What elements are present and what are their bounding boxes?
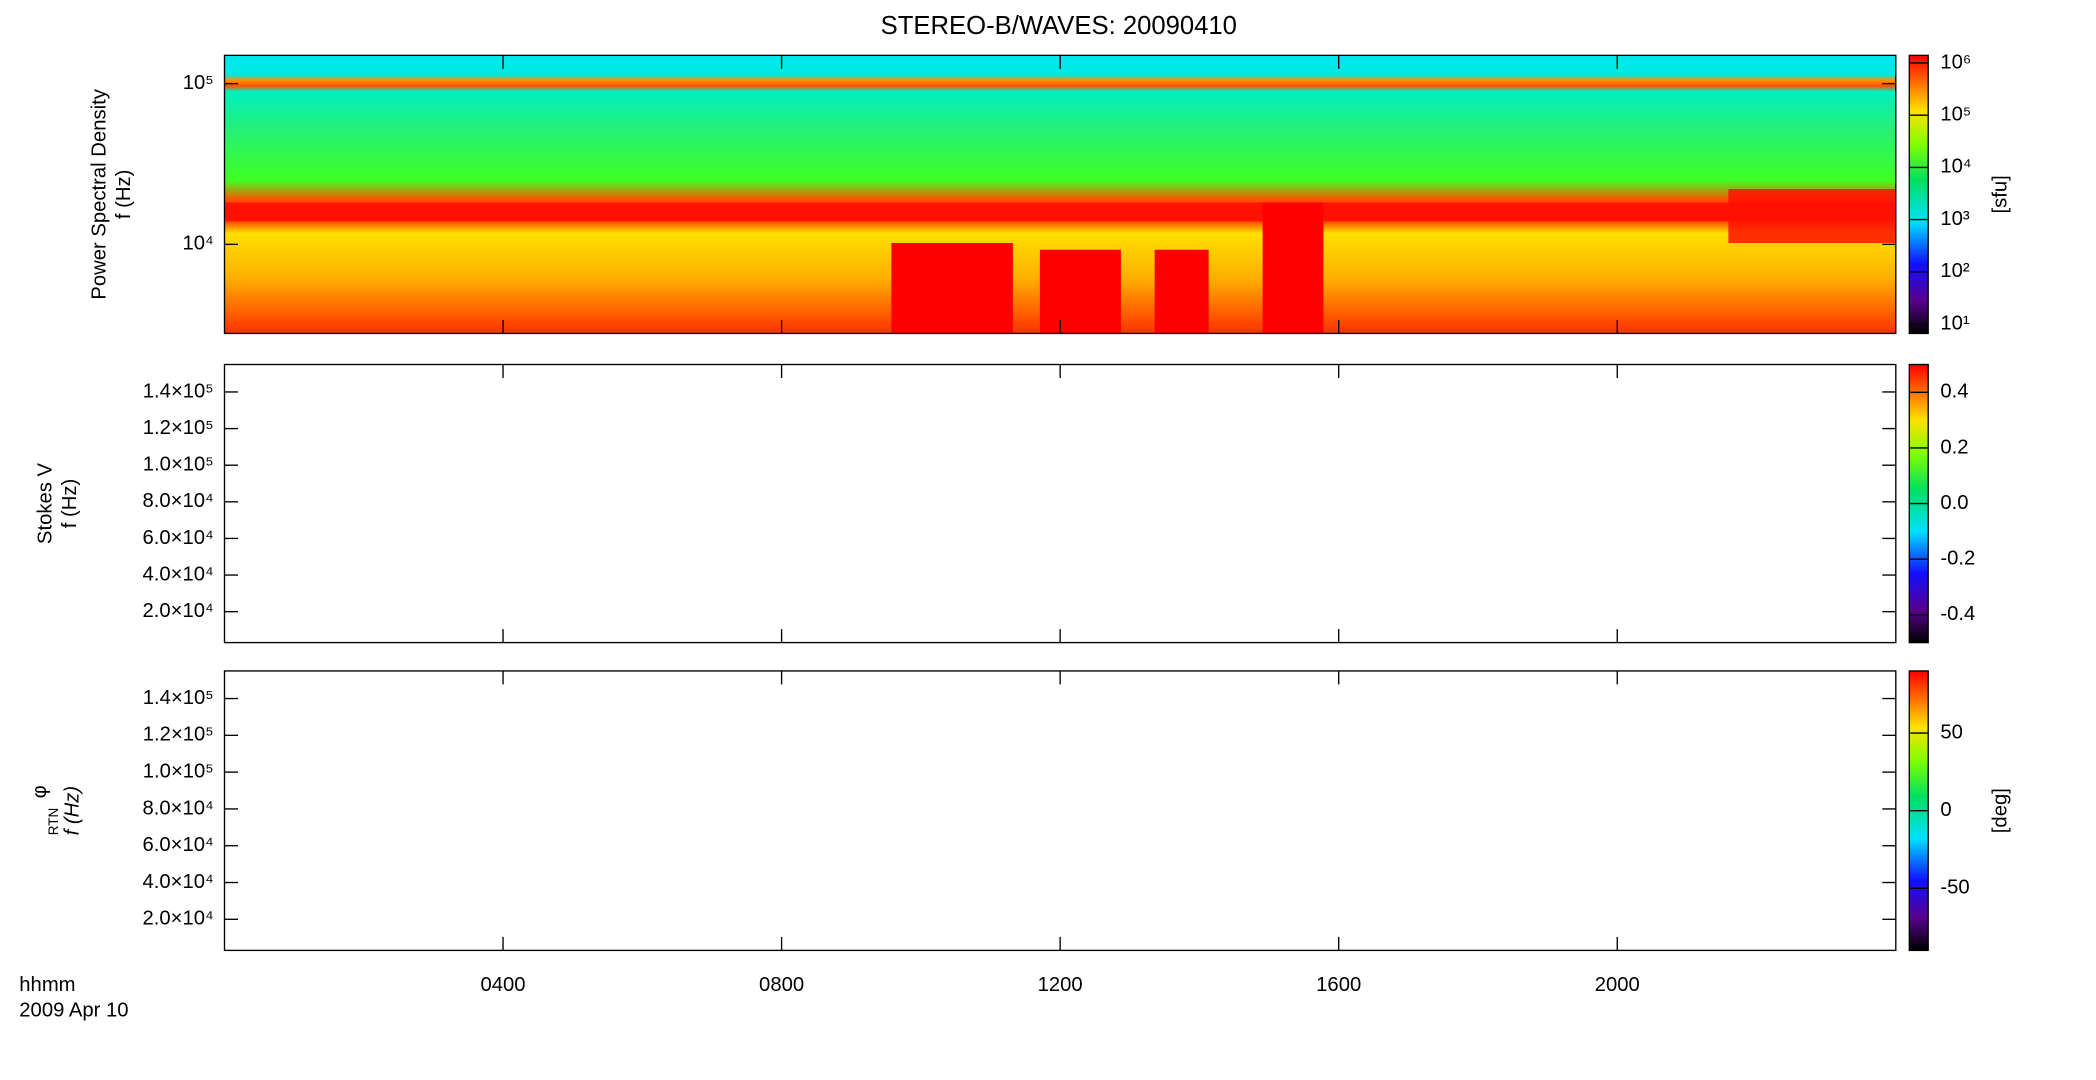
x-tick-label: 0800 xyxy=(759,974,804,996)
colorbar-tick-label: 10⁶ xyxy=(1940,51,1971,73)
y-tick-label: 2.0×10⁴ xyxy=(142,908,213,930)
plot-frame xyxy=(223,670,1897,952)
colorbar-tick-label: 10³ xyxy=(1940,208,1970,230)
y-tick-label: 10⁵ xyxy=(183,72,214,94)
y-axis-label: f (Hz) xyxy=(59,479,81,529)
colorbar-tick-label: 0 xyxy=(1940,799,1951,821)
y-axis-label: f (Hz) xyxy=(113,170,135,219)
colorbar-tick-label: 0.2 xyxy=(1940,436,1968,458)
spectrogram-image xyxy=(224,55,1896,334)
y-tick-label: 1.0×10⁵ xyxy=(143,760,214,782)
y-axis-label: RTN xyxy=(46,808,61,836)
plot-frame xyxy=(223,363,1897,644)
y-tick-label: 6.0×10⁴ xyxy=(142,527,213,549)
x-tick-label: 1600 xyxy=(1316,974,1361,996)
x-axis-label: hhmm xyxy=(19,974,75,996)
y-tick-label: 10⁴ xyxy=(182,233,213,255)
x-tick-label: 1200 xyxy=(1038,974,1083,996)
y-axis-label: f (Hz) xyxy=(62,786,84,835)
colorbar-tick-label: 0.4 xyxy=(1940,381,1968,403)
y-tick-label: 1.0×10⁵ xyxy=(143,454,214,476)
y-tick-label: 1.2×10⁵ xyxy=(143,724,214,746)
y-tick-label: 6.0×10⁴ xyxy=(142,834,213,856)
colorbar-label: [deg] xyxy=(1989,788,2011,833)
y-tick-label: 1.2×10⁵ xyxy=(143,417,214,439)
y-tick-label: 1.4×10⁵ xyxy=(143,687,214,709)
x-tick-label: 2000 xyxy=(1595,974,1640,996)
y-axis-label: φ xyxy=(29,785,51,798)
colorbar-tick-label: 10¹ xyxy=(1940,312,1970,334)
colorbar-tick-label: 0.0 xyxy=(1940,492,1968,514)
colorbar-tick-label: -0.4 xyxy=(1940,603,1975,625)
colorbar-tick-label: 50 xyxy=(1940,721,1963,743)
y-tick-label: 1.4×10⁵ xyxy=(143,380,214,402)
colorbar xyxy=(1908,54,1929,335)
colorbar-tick-label: 10⁴ xyxy=(1940,156,1971,178)
colorbar-tick-label: 10² xyxy=(1940,260,1970,282)
colorbar-tick-label: 10⁵ xyxy=(1940,104,1971,126)
x-tick-label: 0400 xyxy=(481,974,526,996)
y-tick-label: 4.0×10⁴ xyxy=(142,871,213,893)
colorbar-tick-label: -0.2 xyxy=(1940,548,1975,570)
y-axis-label: Stokes V xyxy=(35,463,57,545)
x-axis-date: 2009 Apr 10 xyxy=(19,999,128,1021)
chart-title: STEREO-B/WAVES: 20090410 xyxy=(881,12,1237,40)
y-tick-label: 4.0×10⁴ xyxy=(142,563,213,585)
y-tick-label: 8.0×10⁴ xyxy=(142,797,213,819)
colorbar-label: [sfu] xyxy=(1989,175,2011,213)
colorbar-tick-label: -50 xyxy=(1940,877,1969,899)
y-tick-label: 2.0×10⁴ xyxy=(142,600,213,622)
y-tick-label: 8.0×10⁴ xyxy=(142,490,213,512)
y-axis-label: Power Spectral Density xyxy=(89,88,111,299)
